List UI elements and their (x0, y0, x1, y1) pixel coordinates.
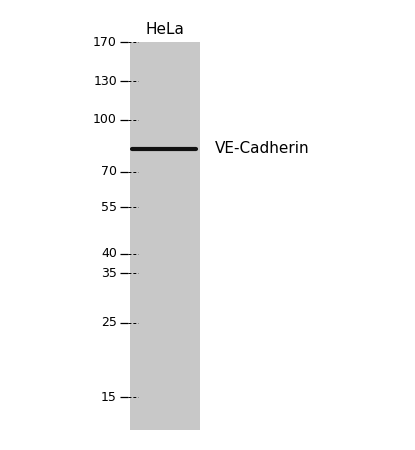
Text: 35: 35 (101, 267, 117, 280)
Text: 25: 25 (101, 316, 117, 329)
Text: 130: 130 (93, 75, 117, 88)
Text: 70: 70 (101, 165, 117, 178)
Text: 100: 100 (93, 113, 117, 126)
Text: 40: 40 (101, 248, 117, 260)
Text: 15: 15 (101, 391, 117, 404)
Bar (130, 42, 200, 430)
Text: 55: 55 (101, 201, 117, 214)
Text: VE-Cadherin: VE-Cadherin (215, 141, 310, 156)
Text: HeLa: HeLa (146, 22, 184, 37)
Text: 170: 170 (93, 36, 117, 49)
